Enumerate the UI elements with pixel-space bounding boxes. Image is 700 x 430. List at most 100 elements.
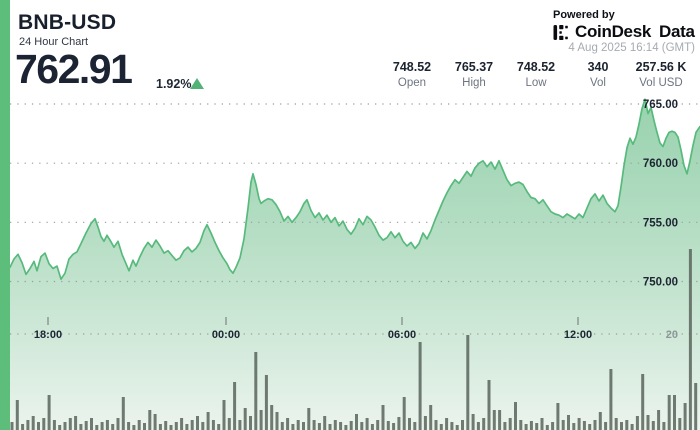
- volume-bar: [264, 375, 268, 430]
- volume-bar: [646, 415, 650, 430]
- volume-bar: [47, 395, 51, 430]
- volume-axis-label: 20: [666, 329, 678, 341]
- volume-bar: [31, 416, 35, 430]
- volume-bar: [317, 423, 321, 430]
- time-axis-label: 18:00: [34, 329, 62, 341]
- volume-bar: [604, 422, 608, 430]
- volume-bar: [291, 424, 295, 430]
- price-axis-label: 755.00: [643, 217, 678, 229]
- stat-low-value: 748.52: [516, 60, 556, 74]
- volume-bar: [450, 422, 454, 430]
- price-change-percent: 1.92%: [156, 77, 192, 91]
- volume-bar: [492, 410, 496, 430]
- volume-bar: [461, 420, 464, 430]
- stat-vol-value: 340: [587, 60, 609, 74]
- price-axis-label: 765.00: [643, 99, 678, 111]
- volume-bar: [180, 418, 184, 430]
- stat-open-label: Open: [397, 77, 427, 89]
- volume-bar: [572, 423, 576, 430]
- volume-bar: [217, 424, 221, 430]
- volume-bar: [683, 403, 687, 430]
- stat-open-value: 748.52: [392, 60, 432, 74]
- volume-bar: [323, 416, 327, 430]
- volume-bar: [37, 422, 40, 430]
- stat-vol: 340 Vol: [558, 60, 638, 89]
- volume-bar: [211, 420, 215, 430]
- volume-bar: [508, 418, 512, 430]
- volume-bar: [10, 422, 14, 430]
- volume-bar: [688, 249, 692, 430]
- volume-bar: [68, 418, 72, 430]
- volume-bar: [386, 421, 390, 430]
- volume-bar: [630, 424, 634, 430]
- volume-bar: [15, 400, 19, 430]
- volume-bar: [111, 424, 115, 430]
- volume-bar: [95, 425, 99, 430]
- volume-bar: [312, 420, 316, 430]
- volume-bar: [254, 352, 258, 430]
- volume-bar: [196, 416, 199, 430]
- volume-bar: [270, 405, 274, 430]
- volume-bar: [673, 395, 676, 430]
- volume-bar: [190, 420, 194, 430]
- stat-high-value: 765.37: [454, 60, 494, 74]
- volume-bar: [328, 424, 332, 430]
- volume-bar: [418, 342, 422, 430]
- current-price: 762.91: [15, 46, 133, 92]
- volume-bar: [567, 415, 570, 430]
- volume-bar: [429, 405, 433, 430]
- coindesk-logo[interactable]: CoinDesk Data: [553, 22, 695, 42]
- volume-bar: [280, 422, 284, 430]
- volume-bar: [498, 410, 502, 430]
- volume-bar: [635, 416, 639, 430]
- volume-bar: [445, 418, 449, 430]
- volume-bar: [52, 420, 56, 430]
- volume-bar: [397, 417, 401, 430]
- volume-bar: [370, 424, 374, 430]
- volume-bar: [524, 424, 528, 430]
- volume-bar: [169, 425, 173, 430]
- volume-bar: [598, 412, 602, 430]
- volume-bar: [227, 418, 231, 430]
- stat-high-label: High: [462, 77, 486, 89]
- coindesk-logo-icon: [553, 24, 568, 40]
- coindesk-logo-text: CoinDesk: [575, 22, 652, 41]
- volume-bar: [58, 425, 62, 430]
- volume-bar: [185, 424, 189, 430]
- up-arrow-icon: [190, 78, 204, 89]
- volume-bar: [143, 423, 146, 430]
- time-axis-label: 06:00: [388, 329, 416, 341]
- volume-bar: [26, 420, 30, 430]
- volume-bar: [355, 414, 358, 430]
- volume-bar: [503, 422, 507, 430]
- volume-bar: [471, 414, 475, 430]
- chart-timestamp: 4 Aug 2025 16:14 (GMT): [568, 42, 695, 54]
- volume-bar: [694, 383, 698, 430]
- volume-bar: [545, 425, 549, 430]
- volume-bar: [63, 422, 67, 430]
- volume-bar: [249, 416, 252, 430]
- volume-bar: [535, 423, 539, 430]
- volume-bar: [376, 420, 380, 430]
- volume-bar: [79, 424, 83, 430]
- volume-bar: [158, 424, 162, 430]
- volume-bar: [164, 421, 168, 430]
- volume-bar: [100, 422, 104, 430]
- volume-bar: [514, 402, 517, 430]
- time-axis-label: 00:00: [212, 329, 240, 341]
- volume-bar: [423, 416, 427, 430]
- price-line: [9, 98, 700, 280]
- volume-bar: [625, 420, 629, 430]
- stat-vol-usd-label: Vol USD: [639, 77, 683, 89]
- volume-bar: [582, 421, 586, 430]
- volume-bar: [408, 418, 411, 430]
- volume-bar: [678, 418, 682, 430]
- volume-bar: [286, 418, 290, 430]
- volume-bar: [90, 418, 93, 430]
- stat-vol-label: Vol: [590, 77, 606, 89]
- volume-bar: [609, 369, 613, 430]
- volume-bar: [657, 410, 661, 430]
- stat-high: 765.37 High: [434, 60, 514, 89]
